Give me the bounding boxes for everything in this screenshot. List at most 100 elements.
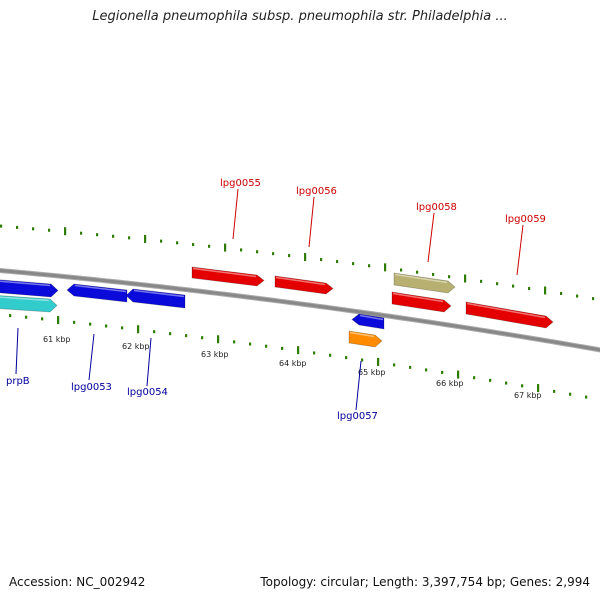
lower-tick-mark [297, 346, 300, 355]
leader-line-lpg0055 [232, 188, 239, 240]
ruler-label-65-kbp: 65 kbp [358, 368, 386, 377]
accession-text: Accession: NC_002942 [9, 575, 146, 589]
ruler-label-63-kbp: 63 kbp [201, 350, 229, 359]
upper-tick-mark [48, 228, 51, 232]
gene-arrow-lpg0059-highlight [466, 302, 546, 319]
upper-tick-mark [160, 239, 163, 243]
gene-label-lpg0053[interactable]: lpg0053 [71, 382, 112, 393]
gene-label-lpg0059[interactable]: lpg0059 [505, 214, 546, 225]
gene-arrow-blue-small-highlight [359, 314, 384, 321]
leader-line-lpg0057 [355, 360, 362, 411]
upper-tick-mark [176, 241, 179, 245]
gene-arrow-lpg0055[interactable] [191, 266, 265, 287]
upper-tick-mark [256, 250, 259, 254]
lower-tick-mark [9, 314, 12, 318]
gene-label-prpB[interactable]: prpB [6, 376, 30, 387]
lower-tick-mark [393, 363, 396, 367]
upper-tick-mark [544, 286, 547, 295]
upper-tick-mark [16, 225, 19, 229]
lower-tick-mark [73, 320, 76, 324]
gene-arrow-red-unlabeled[interactable] [391, 291, 452, 313]
upper-tick-mark [144, 234, 147, 243]
upper-tick-mark [272, 252, 275, 256]
upper-tick-mark [208, 244, 211, 248]
upper-tick-mark [528, 287, 531, 291]
gene-arrow-lpg0053[interactable] [66, 283, 128, 303]
gene-arrow-cyan[interactable] [0, 295, 58, 313]
lower-tick-mark [265, 344, 268, 348]
upper-tick-mark [400, 268, 403, 272]
gene-arrow-prpB[interactable] [0, 279, 59, 298]
gene-arrow-cyan-highlight [0, 296, 50, 302]
upper-tick-mark [96, 233, 99, 237]
upper-tick-mark [480, 279, 483, 283]
upper-tick-mark [64, 227, 67, 236]
backbone-arc-core [0, 268, 600, 352]
upper-tick-mark [416, 270, 419, 274]
gene-label-lpg0054[interactable]: lpg0054 [127, 387, 168, 398]
upper-tick-mark [560, 292, 563, 296]
leader-line-prpB [15, 327, 19, 375]
upper-tick-mark [128, 236, 131, 240]
lower-tick-mark [153, 330, 156, 334]
upper-tick-mark [224, 243, 227, 252]
lower-tick-mark [313, 351, 316, 355]
gene-arrow-lpg0053-highlight [74, 284, 127, 293]
gene-arrow-blue-small[interactable] [351, 313, 385, 330]
leader-line-lpg0058 [427, 212, 435, 263]
leader-line-lpg0053 [88, 333, 95, 381]
lower-tick-mark [169, 332, 172, 336]
upper-tick-mark [384, 263, 387, 272]
upper-tick-mark [448, 275, 451, 279]
gene-label-lpg0056[interactable]: lpg0056 [296, 186, 337, 197]
map-title: Legionella pneumophila subsp. pneumophil… [92, 9, 508, 24]
gene-arrow-lpg0056-highlight [275, 276, 326, 286]
lower-tick-mark [457, 370, 460, 379]
upper-tick-mark [32, 227, 35, 231]
lower-tick-mark [41, 317, 44, 321]
gene-arrow-lpg0058[interactable] [393, 272, 456, 294]
lower-tick-mark [201, 336, 204, 340]
lower-tick-mark [121, 326, 124, 330]
upper-tick-mark [336, 260, 339, 264]
lower-tick-mark [473, 376, 476, 380]
genome-summary-text: Topology: circular; Length: 3,397,754 bp… [260, 575, 590, 589]
lower-tick-mark [441, 370, 444, 374]
leader-line-lpg0056 [308, 196, 315, 248]
upper-tick-mark [432, 272, 435, 276]
gene-arrow-lpg0057[interactable] [348, 330, 383, 348]
upper-tick-mark [592, 297, 595, 301]
upper-tick-mark [512, 284, 515, 288]
lower-tick-mark [185, 334, 188, 338]
upper-tick-mark [192, 243, 195, 247]
gene-label-lpg0055[interactable]: lpg0055 [220, 178, 261, 189]
gene-arrow-lpg0058-highlight [394, 273, 448, 284]
lower-tick-mark [57, 316, 60, 325]
upper-tick-mark [112, 234, 115, 238]
lower-tick-mark [105, 324, 108, 328]
gene-label-lpg0058[interactable]: lpg0058 [416, 202, 457, 213]
lower-tick-mark [89, 322, 92, 326]
lower-tick-mark [361, 358, 364, 362]
lower-tick-mark [409, 365, 412, 369]
ruler-label-62-kbp: 62 kbp [122, 342, 150, 351]
lower-tick-mark [329, 353, 332, 357]
lower-tick-mark [233, 340, 236, 344]
gene-arrow-lpg0059[interactable] [465, 301, 554, 329]
gene-arrow-lpg0056[interactable] [274, 275, 334, 295]
lower-tick-mark [585, 395, 588, 399]
ruler-label-61-kbp: 61 kbp [43, 335, 71, 344]
ruler-label-64-kbp: 64 kbp [279, 359, 307, 368]
lower-tick-mark [569, 392, 572, 396]
gene-arrow-lpg0057-highlight [349, 331, 375, 338]
upper-tick-mark [240, 248, 243, 252]
lower-tick-mark [521, 384, 524, 388]
lower-tick-mark [217, 335, 220, 344]
gene-arrow-prpB-highlight [0, 280, 51, 287]
gene-label-lpg0057[interactable]: lpg0057 [337, 411, 378, 422]
leader-line-lpg0054 [146, 337, 152, 387]
gene-arrow-lpg0054[interactable] [125, 288, 186, 309]
gene-arrow-lpg0054-highlight [133, 289, 185, 298]
lower-tick-mark [345, 356, 348, 360]
